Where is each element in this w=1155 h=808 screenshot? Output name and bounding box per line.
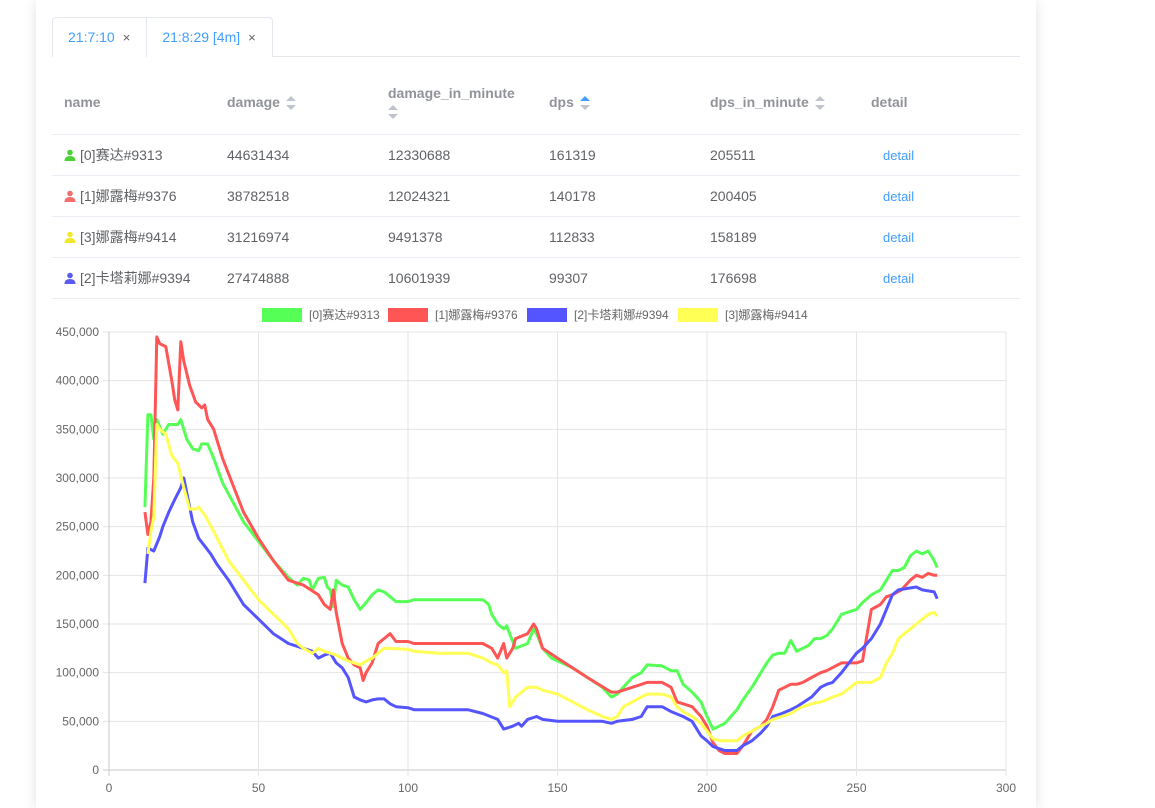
x-tick-label: 250: [846, 781, 866, 795]
player-name: [0]赛达#9313: [80, 146, 163, 163]
tab-label: 21:7:10: [68, 29, 115, 45]
tab-label: 21:8:29 [4m]: [162, 29, 241, 45]
cell-dps-in-minute: 205511: [698, 134, 859, 176]
legend-swatch: [388, 308, 428, 322]
cell-dps-in-minute: 176698: [698, 257, 859, 299]
tab-list: 21:7:10 × 21:8:29 [4m] ×: [52, 17, 273, 57]
y-tick-label: 50,000: [62, 714, 99, 728]
column-header-dps[interactable]: dps: [537, 70, 698, 135]
legend-swatch: [527, 308, 567, 322]
cell-damage: 31216974: [215, 216, 376, 258]
user-icon: [64, 149, 76, 161]
user-icon: [64, 190, 76, 202]
cell-damage: 27474888: [215, 257, 376, 299]
table-row: [0]赛达#9313 44631434 12330688 161319 205511 de…: [52, 134, 1020, 176]
sort-icon[interactable]: [285, 95, 296, 110]
table-row: [3]娜露梅#9414 31216974 9491378 112833 158189 de…: [52, 216, 1020, 258]
cell-detail: detail: [859, 216, 1020, 258]
cell-dps: 112833: [537, 216, 698, 258]
column-header-damage-in-minute[interactable]: damage_in_minute: [376, 70, 537, 135]
cell-name: [1]娜露梅#9376: [52, 175, 215, 217]
close-icon[interactable]: ×: [248, 30, 256, 45]
table-header-row: name damage damage_in_minute dps dps_in_…: [52, 70, 1020, 135]
y-tick-label: 250,000: [56, 520, 100, 534]
table-row: [2]卡塔莉娜#9394 27474888 10601939 99307 176698 d…: [52, 257, 1020, 299]
cell-detail: detail: [859, 134, 1020, 176]
legend-label: [1]娜露梅#9376: [435, 307, 518, 322]
cell-dps: 161319: [537, 134, 698, 176]
detail-link[interactable]: detail: [883, 229, 915, 245]
tab-session-1[interactable]: 21:7:10 ×: [53, 18, 146, 57]
cell-detail: detail: [859, 257, 1020, 299]
legend-label: [2]卡塔莉娜#9394: [574, 308, 669, 322]
tab-session-2[interactable]: 21:8:29 [4m] ×: [146, 18, 271, 57]
cell-damage-in-minute: 12330688: [376, 134, 537, 176]
cell-name: [2]卡塔莉娜#9394: [52, 257, 215, 299]
y-tick-label: 300,000: [56, 471, 100, 485]
x-tick-label: 300: [996, 781, 1016, 795]
dps-panel: 21:7:10 × 21:8:29 [4m] × name damage dam…: [36, 0, 1036, 808]
column-header-detail: detail: [859, 70, 1020, 135]
user-icon: [64, 231, 76, 243]
sort-icon[interactable]: [388, 104, 398, 119]
detail-link[interactable]: detail: [883, 270, 915, 286]
tab-bar: 21:7:10 × 21:8:29 [4m] ×: [52, 17, 1020, 57]
player-name: [3]娜露梅#9414: [80, 228, 177, 245]
cell-damage: 44631434: [215, 134, 376, 176]
cell-name: [0]赛达#9313: [52, 134, 215, 176]
close-icon[interactable]: ×: [122, 30, 131, 45]
detail-link[interactable]: detail: [883, 147, 915, 163]
series-line: [146, 423, 939, 743]
cell-dps-in-minute: 200405: [698, 175, 859, 217]
cell-damage-in-minute: 9491378: [376, 216, 537, 258]
legend-swatch: [678, 308, 718, 322]
column-header-damage[interactable]: damage: [215, 70, 376, 135]
x-tick-label: 0: [106, 781, 113, 795]
damage-table: name damage damage_in_minute dps dps_in_…: [52, 70, 1020, 299]
cell-dps: 99307: [537, 257, 698, 299]
cell-damage-in-minute: 10601939: [376, 257, 537, 299]
y-tick-label: 0: [92, 763, 99, 777]
series-line: [143, 476, 939, 752]
player-name: [2]卡塔莉娜#9394: [80, 269, 191, 286]
x-tick-label: 200: [697, 781, 717, 795]
cell-damage-in-minute: 12024321: [376, 175, 537, 217]
y-tick-label: 450,000: [56, 325, 100, 339]
column-header-dps-in-minute[interactable]: dps_in_minute: [698, 70, 859, 135]
sort-icon[interactable]: [814, 95, 825, 110]
player-name: [1]娜露梅#9376: [80, 187, 177, 204]
y-tick-label: 150,000: [56, 617, 100, 631]
cell-name: [3]娜露梅#9414: [52, 216, 215, 258]
cell-dps-in-minute: 158189: [698, 216, 859, 258]
legend-swatch: [262, 308, 302, 322]
legend-label: [3]娜露梅#9414: [725, 307, 808, 322]
detail-link[interactable]: detail: [883, 188, 915, 204]
y-tick-label: 400,000: [56, 374, 100, 388]
series-line: [143, 335, 938, 755]
y-tick-label: 350,000: [56, 422, 100, 436]
cell-detail: detail: [859, 175, 1020, 217]
cell-dps: 140178: [537, 175, 698, 217]
x-tick-label: 100: [398, 781, 418, 795]
legend-label: [0]赛达#9313: [309, 307, 380, 322]
series-line: [143, 413, 939, 731]
cell-damage: 38782518: [215, 175, 376, 217]
x-tick-label: 50: [252, 781, 266, 795]
y-tick-label: 100,000: [56, 666, 100, 680]
column-header-name: name: [52, 70, 215, 135]
table-row: [1]娜露梅#9376 38782518 12024321 140178 200405 d…: [52, 175, 1020, 217]
user-icon: [64, 272, 76, 284]
y-tick-label: 200,000: [56, 568, 100, 582]
dps-line-chart: 0 50,000 100,000 150,000 200,000 250,000 300,0…: [56, 307, 1017, 795]
sort-icon[interactable]: [579, 95, 590, 110]
x-tick-label: 150: [547, 781, 567, 795]
